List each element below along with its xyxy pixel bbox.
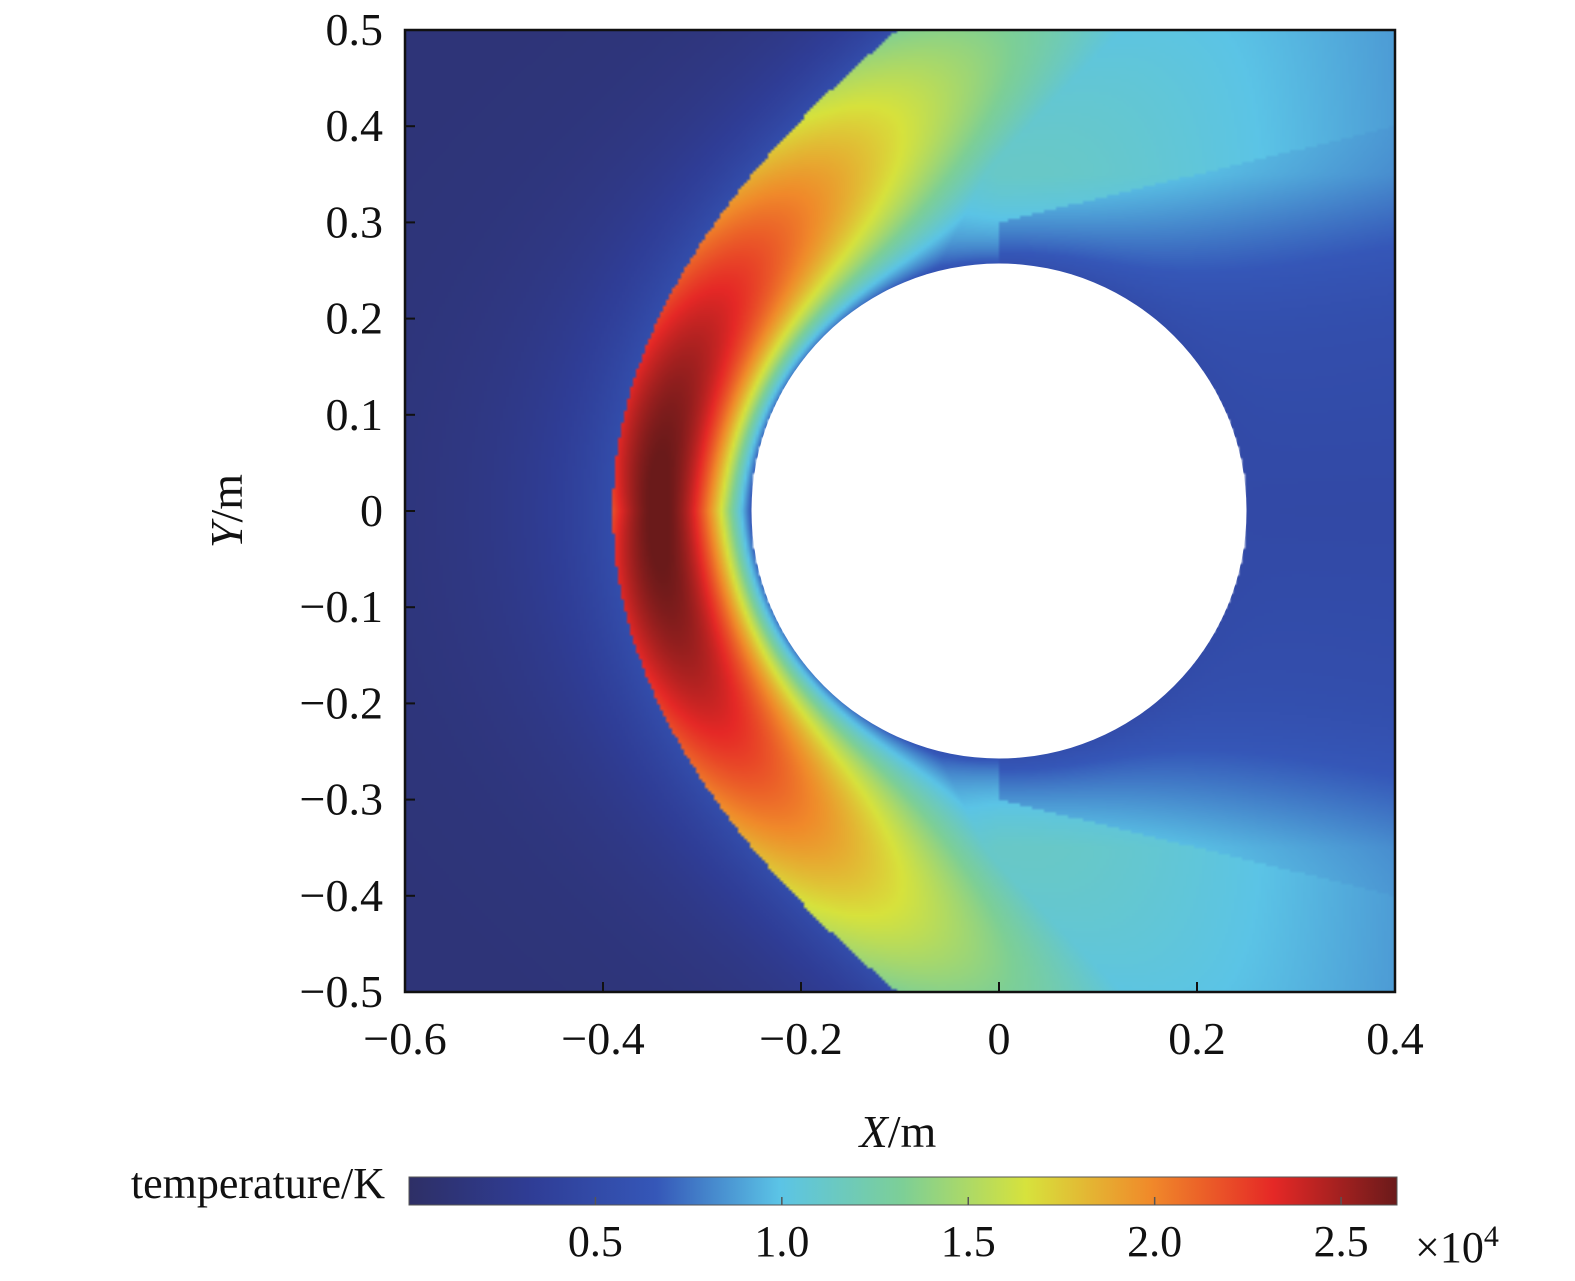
x-axis-ticks: −0.6 −0.4 −0.2 0 0.2 0.4 [363, 982, 1424, 1064]
colorbar-multiplier-base: ×10 [1415, 1223, 1484, 1272]
x-axis-title: X/m [858, 1106, 937, 1157]
y-tick-label: −0.4 [300, 870, 383, 921]
x-tick-label: −0.4 [561, 1013, 644, 1064]
colorbar-multiplier-exponent: 4 [1484, 1220, 1499, 1253]
colorbar-title: temperature/K [131, 1159, 385, 1208]
x-axis-unit: /m [888, 1106, 937, 1157]
y-tick-label: −0.5 [300, 966, 383, 1017]
y-tick-label: 0.4 [326, 100, 384, 151]
colorbar-gradient [408, 1176, 1398, 1206]
cylinder-body [751, 263, 1247, 759]
y-axis-ticks: 0.5 0.4 0.3 0.2 0.1 0 −0.1 −0.2 −0.3 −0.4 −0.5 [300, 4, 415, 1017]
y-tick-label: 0.3 [326, 196, 384, 247]
colorbar-tick-label: 1.0 [754, 1217, 809, 1266]
y-tick-label: 0 [360, 485, 383, 536]
y-axis-var: Y [201, 518, 252, 548]
x-tick-label: −0.6 [363, 1013, 446, 1064]
y-tick-label: 0.5 [326, 4, 384, 55]
colorbar-tick-label: 2.0 [1127, 1217, 1182, 1266]
colorbar-tick-label: 0.5 [568, 1217, 623, 1266]
y-tick-label: −0.3 [300, 774, 383, 825]
x-axis-var: X [858, 1106, 890, 1157]
y-axis-unit: /m [201, 474, 252, 523]
x-tick-label: 0.4 [1366, 1013, 1424, 1064]
x-tick-label: −0.2 [759, 1013, 842, 1064]
x-tick-label: 0 [988, 1013, 1011, 1064]
colorbar-ticks: 0.5 1.0 1.5 2.0 2.5 [568, 1197, 1369, 1266]
colorbar: temperature/K 0.5 1.0 1.5 2.0 2.5 ×104 [131, 1159, 1499, 1272]
colorbar-tick-label: 2.5 [1314, 1217, 1369, 1266]
y-tick-label: 0.2 [326, 293, 384, 344]
y-tick-label: −0.2 [300, 677, 383, 728]
y-tick-label: 0.1 [326, 389, 384, 440]
colorbar-multiplier: ×104 [1415, 1220, 1499, 1272]
colorbar-tick-label: 1.5 [941, 1217, 996, 1266]
y-tick-label: −0.1 [300, 581, 383, 632]
y-axis-title: Y/m [201, 474, 252, 548]
x-tick-label: 0.2 [1168, 1013, 1226, 1064]
